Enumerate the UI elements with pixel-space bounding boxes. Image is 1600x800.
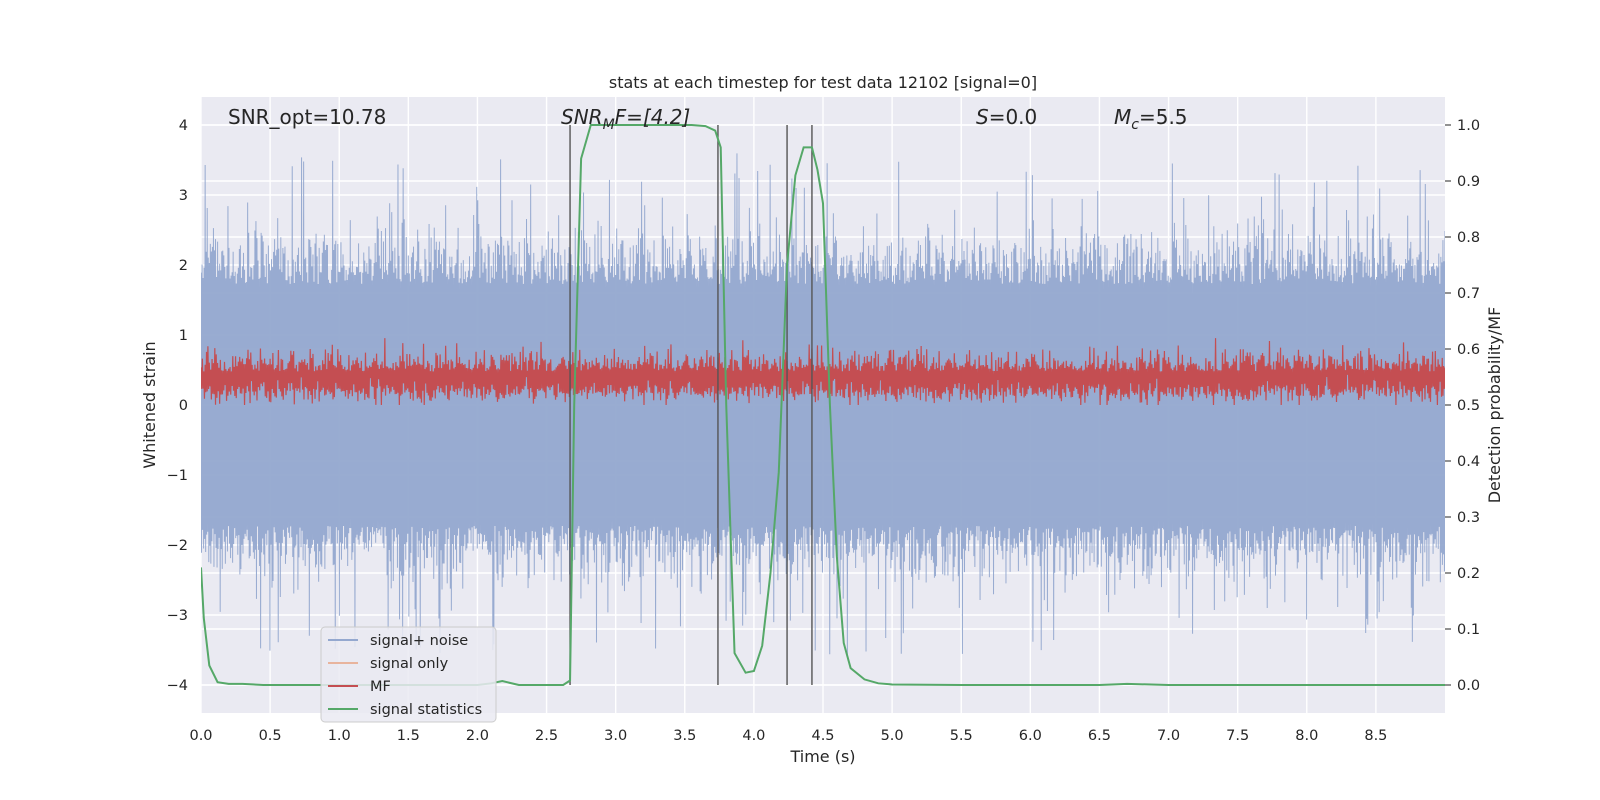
y-tick-label: −1 <box>167 468 188 484</box>
annotation-s: S=0.0 <box>976 105 1037 129</box>
legend-label-mf: MF <box>370 679 391 695</box>
y2-tick-label: 0.1 <box>1457 622 1480 638</box>
annotation-snr-mf: SNRMF=[4.2] <box>561 105 690 133</box>
annotation-mc-main: M <box>1114 105 1131 129</box>
chart-title: stats at each timestep for test data 121… <box>609 73 1037 92</box>
legend-label-signal-statistics: signal statistics <box>370 702 482 718</box>
vertical-markers <box>569 125 813 685</box>
x-tick-label: 6.0 <box>1019 728 1042 744</box>
y2-tick-label: 0.0 <box>1457 678 1480 694</box>
x-tick-label: 8.5 <box>1364 728 1387 744</box>
x-tick-label: 1.5 <box>397 728 420 744</box>
y-tick-label: 1 <box>179 328 188 344</box>
y2-tick-label: 1.0 <box>1457 118 1480 134</box>
x-tick-label: 1.0 <box>328 728 351 744</box>
y2-tick-label: 0.7 <box>1457 286 1480 302</box>
x-tick-label: 3.0 <box>604 728 627 744</box>
y-tick-label: 0 <box>179 398 188 414</box>
y-tick-label: 2 <box>179 258 188 274</box>
legend-box <box>320 626 497 723</box>
y-axis-ticks: 4 3 2 1 0 −1 −2 −3 −4 <box>167 118 188 694</box>
x-tick-label: 3.5 <box>673 728 696 744</box>
y2-tick-label: 0.3 <box>1457 510 1480 526</box>
y2-tick-label: 0.6 <box>1457 342 1480 358</box>
x-tick-label: 5.0 <box>881 728 904 744</box>
annotation-s-main: S <box>976 105 989 129</box>
x-tick-label: 7.5 <box>1226 728 1249 744</box>
signal-noise-line <box>201 153 1445 657</box>
legend: signal+ noise signal only MF signal stat… <box>320 626 497 723</box>
annotation-mc-sub: c <box>1131 117 1139 133</box>
noise-series <box>201 153 1445 657</box>
annotation-mc-rest: =5.5 <box>1139 105 1188 129</box>
y2-tick-label: 0.5 <box>1457 398 1480 414</box>
x-tick-label: 4.0 <box>742 728 765 744</box>
y2-tick-label: 0.2 <box>1457 566 1480 582</box>
x-tick-label: 0.0 <box>189 728 212 744</box>
annotation-s-rest: =0.0 <box>989 105 1038 129</box>
x-tick-label: 4.5 <box>811 728 834 744</box>
x-tick-label: 2.0 <box>466 728 489 744</box>
y-tick-label: −2 <box>167 538 188 554</box>
legend-label-signal-only: signal only <box>370 656 449 672</box>
x-tick-label: 7.0 <box>1157 728 1180 744</box>
y-tick-label: 4 <box>179 118 188 134</box>
y2-tick-label: 0.9 <box>1457 174 1480 190</box>
x-axis-ticks: 0.0 0.5 1.0 1.5 2.0 2.5 3.0 3.5 4.0 4.5 5.0 5.5 6.0 6… <box>189 728 1387 744</box>
annotation-mc: Mc=5.5 <box>1114 105 1188 133</box>
mf-series <box>201 338 1445 406</box>
x-tick-label: 5.5 <box>950 728 973 744</box>
annotation-snr-mf-rest: F=[4.2] <box>615 105 691 129</box>
annotation-snr-opt: SNR_opt=10.78 <box>228 105 386 129</box>
mf-line <box>201 338 1445 406</box>
y2-tick-label: 0.8 <box>1457 230 1480 246</box>
x-tick-label: 0.5 <box>259 728 282 744</box>
y2-axis-ticks: 1.0 0.9 0.8 0.7 0.6 0.5 0.4 0.3 0.2 0.1 0.0 <box>1445 118 1480 694</box>
annotation-snr-mf-main: SNR <box>561 105 603 129</box>
x-tick-label: 2.5 <box>535 728 558 744</box>
y-tick-label: 3 <box>179 188 188 204</box>
legend-label-signal-noise: signal+ noise <box>370 633 468 649</box>
y2-axis-label: Detection probability/MF <box>1485 307 1504 504</box>
annotation-snr-mf-sub: M <box>603 117 615 133</box>
x-tick-label: 8.0 <box>1295 728 1318 744</box>
x-tick-label: 6.5 <box>1088 728 1111 744</box>
y-tick-label: −3 <box>167 608 188 624</box>
x-axis-label: Time (s) <box>789 747 855 766</box>
y-axis-label: Whitened strain <box>140 341 159 468</box>
y-tick-label: −4 <box>167 678 188 694</box>
y2-tick-label: 0.4 <box>1457 454 1480 470</box>
